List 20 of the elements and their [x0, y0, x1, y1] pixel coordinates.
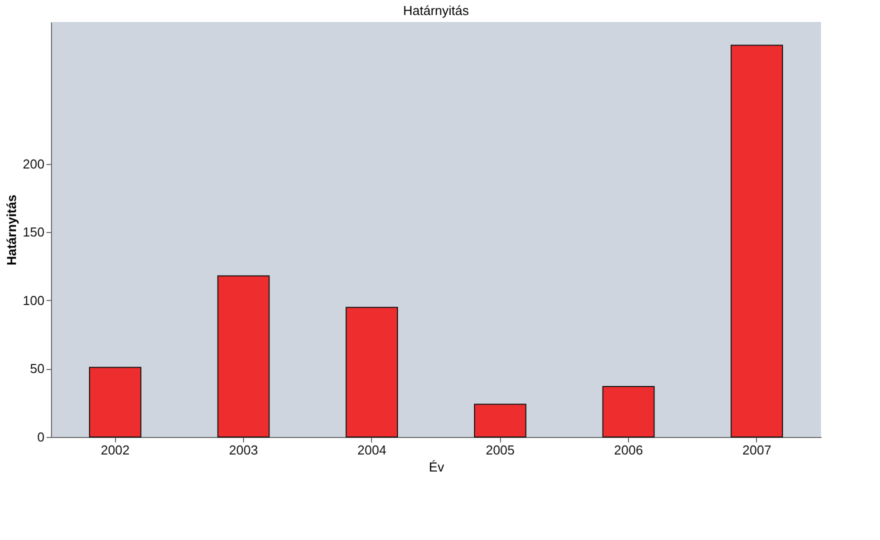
y-tick-label: 0	[37, 430, 44, 444]
bar	[89, 366, 142, 438]
bar	[346, 306, 398, 438]
y-axis-title: Határnyitás	[4, 194, 19, 266]
y-tick-label: 100	[22, 292, 44, 308]
y-tick-label: 50	[30, 361, 44, 376]
bar	[474, 404, 526, 438]
chart-title: Határnyitás	[403, 3, 470, 18]
x-tick-label: 2006	[614, 442, 643, 458]
bar	[730, 44, 783, 438]
x-tick-label: 2003	[229, 442, 258, 458]
y-tick-label: 200	[22, 156, 44, 172]
x-tick-label: 2007	[742, 442, 772, 458]
y-tick-label: 150	[22, 224, 44, 240]
x-tick-label: 2005	[486, 442, 515, 458]
x-tick-label: 2004	[357, 442, 386, 458]
bar	[217, 275, 270, 438]
bar	[602, 386, 655, 438]
x-tick-label: 2002	[100, 442, 130, 458]
x-axis-title: Év	[428, 460, 445, 474]
